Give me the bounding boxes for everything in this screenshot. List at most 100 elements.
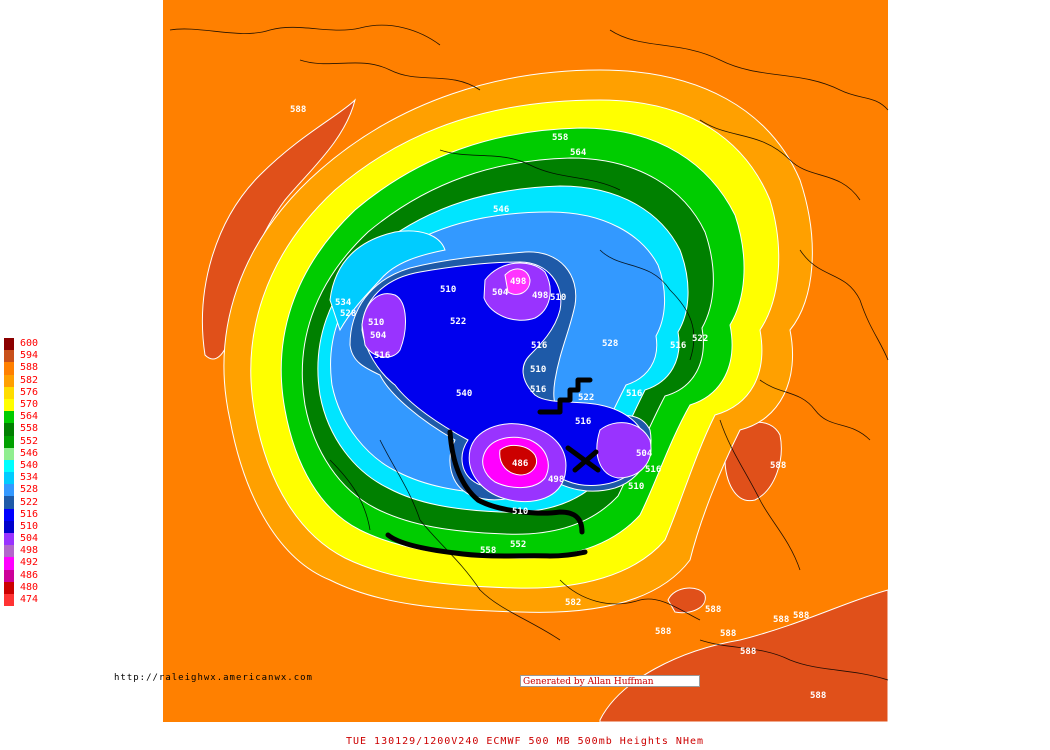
legend-row: 528 — [4, 484, 64, 497]
coastlines — [169, 24, 889, 681]
contour-label: 504 — [370, 331, 387, 341]
contour-label: 588 — [770, 461, 786, 471]
legend-label: 480 — [20, 581, 39, 593]
legend-swatch — [4, 520, 14, 533]
contour-label: 498 — [532, 291, 548, 301]
legend-swatch — [4, 447, 14, 460]
legend-swatch — [4, 545, 14, 558]
legend-label: 504 — [20, 533, 39, 545]
contour-label: 516 — [645, 465, 661, 475]
contour-label: 498 — [548, 475, 564, 485]
legend-row: 534 — [4, 472, 64, 485]
contour-label: 522 — [450, 317, 466, 327]
source-url[interactable]: http://raleighwx.americanwx.com — [114, 673, 313, 683]
legend-label: 540 — [20, 459, 39, 471]
legend-row: 474 — [4, 593, 64, 607]
contour-label: 588 — [793, 611, 809, 621]
low-center-main-480 — [499, 444, 537, 476]
legend-label: 552 — [20, 435, 39, 447]
band-534-shelf — [329, 230, 446, 332]
contour-label: 516 — [530, 385, 546, 395]
contour-label: 510 — [440, 285, 456, 295]
annotation-lines — [385, 377, 601, 559]
legend-swatch — [4, 411, 14, 424]
legend-row: 600 — [4, 338, 64, 351]
legend-swatch — [4, 508, 14, 521]
legend-label: 492 — [20, 557, 39, 569]
legend-label: 534 — [20, 472, 39, 484]
legend-label: 564 — [20, 411, 39, 423]
contour-label: 588 — [705, 605, 721, 615]
zigzag-marker — [537, 377, 593, 415]
legend-row: 516 — [4, 508, 64, 521]
high-pocket-atlantic — [667, 587, 706, 614]
low-center-east — [596, 422, 652, 479]
contour-label: 588 — [290, 105, 306, 115]
legend-swatch — [4, 484, 14, 497]
legend-swatch — [4, 533, 14, 546]
contour-label: 516 — [670, 341, 686, 351]
contour-label: 510 — [550, 293, 566, 303]
legend-label: 594 — [20, 350, 39, 362]
legend-row: 546 — [4, 447, 64, 460]
legend-swatch — [4, 350, 14, 363]
contour-label: 588 — [720, 629, 736, 639]
legend-swatch — [4, 338, 14, 351]
contour-label: 516 — [374, 351, 390, 361]
contour-label: 516 — [626, 389, 642, 399]
cross-marker-b — [572, 449, 599, 473]
contour-label: 588 — [773, 615, 789, 625]
legend-row: 552 — [4, 435, 64, 448]
contour-label: 564 — [570, 148, 587, 158]
contour-label: 510 — [530, 365, 546, 375]
low-center-north-inner — [504, 268, 531, 295]
legend-swatch — [4, 386, 14, 399]
contour-label: 558 — [552, 133, 568, 143]
legend-label: 528 — [20, 484, 39, 496]
legend-label: 576 — [20, 386, 39, 398]
contour-label: 540 — [456, 389, 472, 399]
map-footer-title: TUE 130129/1200V240 ECMWF 500 MB 500mb H… — [345, 736, 705, 747]
legend-label: 510 — [20, 520, 39, 532]
contour-label: 510 — [368, 318, 384, 328]
legend-row: 522 — [4, 496, 64, 509]
legend-row: 594 — [4, 350, 64, 363]
legend-row: 582 — [4, 374, 64, 387]
legend-label: 516 — [20, 508, 39, 520]
legend-label: 546 — [20, 447, 39, 459]
legend-swatch — [4, 459, 14, 473]
legend-label: 474 — [20, 594, 39, 606]
contour-label: 504 — [636, 449, 653, 459]
legend-swatch — [4, 362, 14, 375]
legend-label: 600 — [20, 338, 39, 350]
contour-label: 486 — [512, 459, 528, 469]
credit-label: Generated by Allan Huffman — [520, 675, 700, 687]
legend-label: 558 — [20, 423, 39, 435]
contour-label: 558 — [480, 546, 496, 556]
legend-label: 498 — [20, 545, 39, 557]
legend-swatch — [4, 472, 14, 485]
contour-label: 510 — [512, 507, 528, 517]
legend-row: 576 — [4, 386, 64, 399]
contour-label: 516 — [531, 341, 547, 351]
legend-row: 504 — [4, 533, 64, 546]
contour-label: 504 — [492, 288, 509, 298]
contour-label: 528 — [340, 309, 356, 319]
contour-label: 582 — [565, 598, 581, 608]
low-center-west — [361, 293, 406, 358]
legend-row: 480 — [4, 581, 64, 594]
legend-swatch — [4, 374, 14, 387]
contour-label: 522 — [578, 393, 594, 403]
contour-label: 588 — [740, 647, 756, 657]
contour-label: 522 — [692, 334, 708, 344]
legend-label: 522 — [20, 496, 39, 508]
contour-label: 516 — [575, 417, 591, 427]
legend-swatch — [4, 569, 14, 582]
contour-label: 588 — [655, 627, 671, 637]
legend-label: 588 — [20, 362, 39, 374]
cross-marker-a — [565, 445, 601, 473]
legend-row: 570 — [4, 398, 64, 412]
legend-swatch — [4, 398, 14, 412]
